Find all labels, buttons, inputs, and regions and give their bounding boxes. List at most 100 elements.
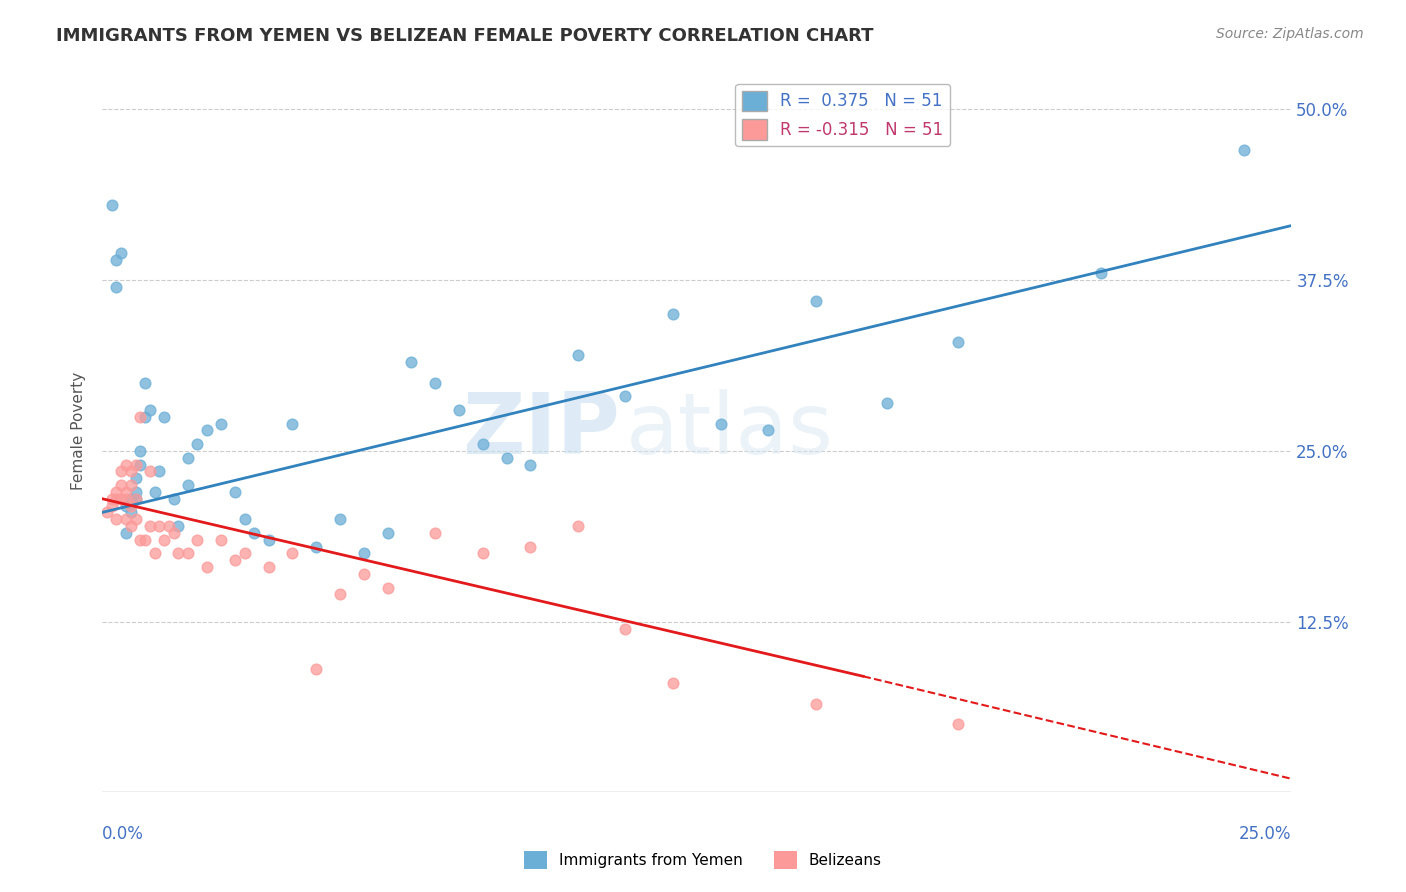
Point — [224, 484, 246, 499]
Point — [110, 478, 132, 492]
Point — [110, 491, 132, 506]
Point — [329, 512, 352, 526]
Point — [804, 293, 827, 308]
Point — [177, 450, 200, 465]
Text: 25.0%: 25.0% — [1239, 825, 1291, 843]
Point — [148, 519, 170, 533]
Point — [110, 465, 132, 479]
Y-axis label: Female Poverty: Female Poverty — [72, 371, 86, 490]
Point — [567, 519, 589, 533]
Point — [257, 533, 280, 547]
Point — [129, 533, 152, 547]
Point — [105, 280, 128, 294]
Point — [614, 622, 637, 636]
Point — [120, 465, 142, 479]
Point — [377, 581, 399, 595]
Point — [177, 546, 200, 560]
Point — [124, 491, 146, 506]
Point — [100, 499, 122, 513]
Point — [120, 519, 142, 533]
Point — [425, 525, 447, 540]
Point — [281, 417, 304, 431]
Point — [305, 663, 328, 677]
Point — [401, 355, 423, 369]
Text: 0.0%: 0.0% — [103, 825, 143, 843]
Point — [377, 525, 399, 540]
Point — [1090, 266, 1112, 280]
Point — [519, 540, 541, 554]
Point — [519, 458, 541, 472]
Point — [115, 458, 138, 472]
Text: ZIP: ZIP — [461, 389, 620, 472]
Point — [110, 246, 132, 260]
Point — [281, 546, 304, 560]
Point — [120, 499, 142, 513]
Point — [177, 478, 200, 492]
Point — [567, 348, 589, 362]
Point — [143, 484, 166, 499]
Point — [495, 450, 517, 465]
Point — [662, 307, 685, 321]
Point — [105, 252, 128, 267]
Point — [105, 512, 128, 526]
Point — [353, 566, 375, 581]
Point — [195, 560, 218, 574]
Point — [876, 396, 898, 410]
Point — [134, 409, 156, 424]
Text: atlas: atlas — [626, 389, 834, 472]
Point — [124, 491, 146, 506]
Point — [129, 458, 152, 472]
Point — [153, 409, 176, 424]
Point — [233, 546, 256, 560]
Point — [162, 525, 184, 540]
Point — [129, 409, 152, 424]
Point — [167, 546, 190, 560]
Point — [148, 465, 170, 479]
Text: Source: ZipAtlas.com: Source: ZipAtlas.com — [1216, 27, 1364, 41]
Point — [124, 458, 146, 472]
Point — [186, 437, 208, 451]
Point — [209, 533, 232, 547]
Point — [134, 376, 156, 390]
Point — [124, 471, 146, 485]
Point — [120, 491, 142, 506]
Point — [124, 512, 146, 526]
Point — [471, 546, 494, 560]
Text: IMMIGRANTS FROM YEMEN VS BELIZEAN FEMALE POVERTY CORRELATION CHART: IMMIGRANTS FROM YEMEN VS BELIZEAN FEMALE… — [56, 27, 873, 45]
Point — [329, 587, 352, 601]
Point — [139, 403, 162, 417]
Point — [233, 512, 256, 526]
Point — [209, 417, 232, 431]
Point — [100, 491, 122, 506]
Point — [662, 676, 685, 690]
Point — [709, 417, 731, 431]
Point — [139, 519, 162, 533]
Point — [948, 717, 970, 731]
Point — [162, 491, 184, 506]
Point — [100, 198, 122, 212]
Point — [257, 560, 280, 574]
Point — [105, 484, 128, 499]
Point — [471, 437, 494, 451]
Legend: Immigrants from Yemen, Belizeans: Immigrants from Yemen, Belizeans — [517, 845, 889, 875]
Point — [115, 484, 138, 499]
Point — [134, 533, 156, 547]
Point — [1233, 144, 1256, 158]
Point — [120, 505, 142, 519]
Point — [305, 540, 328, 554]
Point — [186, 533, 208, 547]
Point — [948, 334, 970, 349]
Point — [614, 389, 637, 403]
Point — [115, 512, 138, 526]
Legend: R =  0.375   N = 51, R = -0.315   N = 51: R = 0.375 N = 51, R = -0.315 N = 51 — [735, 84, 950, 146]
Point — [124, 484, 146, 499]
Point — [139, 465, 162, 479]
Point — [353, 546, 375, 560]
Point — [756, 424, 779, 438]
Point — [425, 376, 447, 390]
Point — [115, 491, 138, 506]
Point — [157, 519, 180, 533]
Point — [243, 525, 266, 540]
Point — [115, 525, 138, 540]
Point — [195, 424, 218, 438]
